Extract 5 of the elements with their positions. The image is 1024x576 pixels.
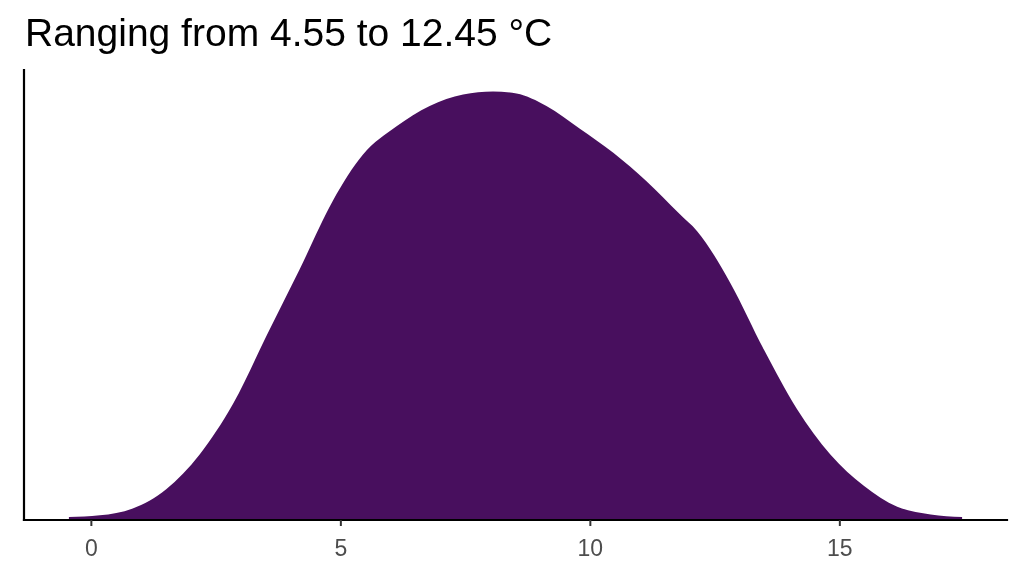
x-tick-label: 5 [334, 535, 348, 561]
x-tick-label: 0 [84, 535, 98, 561]
x-tick-label: 10 [577, 535, 604, 561]
chart-title: Ranging from 4.55 to 12.45 °C [25, 11, 553, 54]
x-tick-label: 15 [827, 535, 853, 561]
